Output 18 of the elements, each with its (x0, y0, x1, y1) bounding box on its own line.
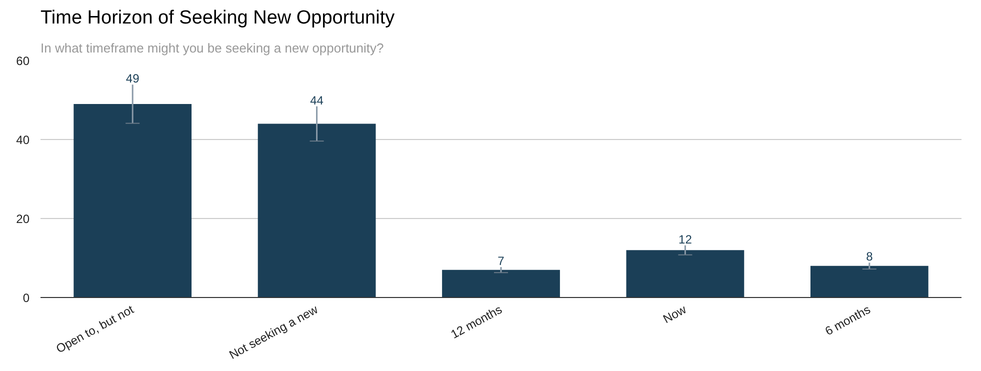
chart-title: Time Horizon of Seeking New Opportunity (40, 8, 396, 28)
data-label: 44 (310, 93, 324, 108)
bar (442, 270, 560, 298)
data-label: 12 (678, 232, 692, 246)
bar (810, 266, 928, 298)
y-tick-label: 40 (16, 133, 30, 147)
y-tick-label: 60 (16, 54, 30, 68)
y-tick-label: 0 (22, 291, 30, 305)
bar (626, 250, 744, 298)
bar (74, 104, 192, 298)
y-tick-label: 20 (16, 212, 30, 226)
chart-subtitle: In what timeframe might you be seeking a new opportunity? (40, 40, 384, 56)
data-label: 8 (866, 250, 874, 264)
x-tick-label: Open to, but not (54, 302, 137, 356)
data-label: 7 (498, 254, 505, 268)
data-label: 49 (126, 72, 140, 86)
bar (258, 124, 376, 298)
x-tick-label: Now (660, 302, 689, 326)
